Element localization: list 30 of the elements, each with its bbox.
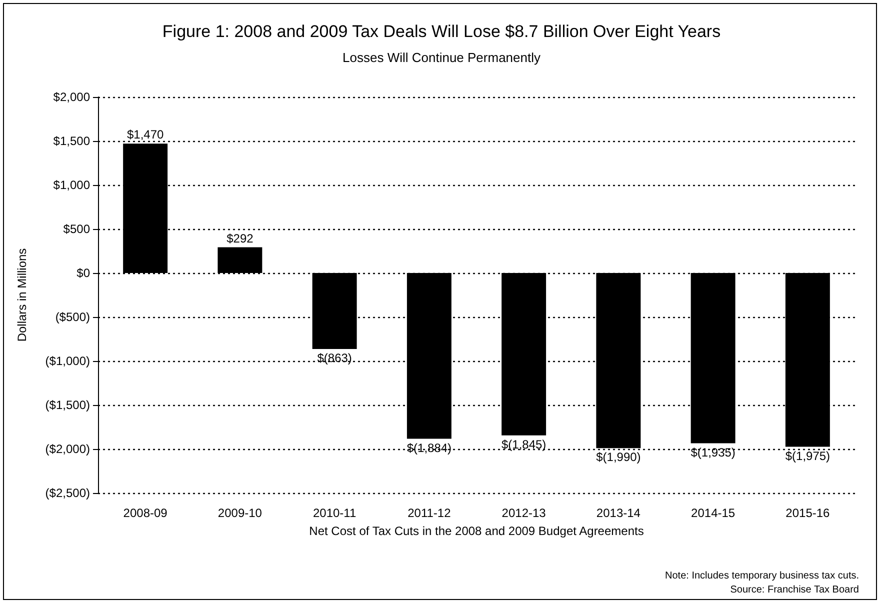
text: Note: Includes temporary business tax cuts. <box>665 570 859 582</box>
x-tick-label: 2010-11 <box>312 506 356 520</box>
y-tick-label: ($2,000) <box>45 442 90 456</box>
x-axis-title: Net Cost of Tax Cuts in the 2008 and 2009 Budget Agreements <box>309 524 644 538</box>
data-label: $(1,975) <box>785 448 830 463</box>
data-label: $(1,845) <box>501 437 546 452</box>
y-tick-label: $1,500 <box>53 134 90 148</box>
data-label: $292 <box>226 231 254 246</box>
x-tick-label: 2011-12 <box>408 506 452 520</box>
x-tick-label: 2013-14 <box>596 506 641 520</box>
y-tick-label: ($500) <box>55 310 90 324</box>
x-tick-label: 2014-15 <box>691 506 736 520</box>
y-tick-label: ($2,500) <box>45 486 90 500</box>
data-label: $(1,990) <box>596 450 641 464</box>
x-tick-label: 2009-10 <box>218 506 262 520</box>
y-tick-label: ($1,000) <box>45 354 90 368</box>
source-note: Source: Franchise Tax Board <box>730 584 859 596</box>
x-tick-label: 2015-16 <box>786 506 830 520</box>
data-label: $1,470 <box>126 128 164 142</box>
y-tick-label: $1,000 <box>53 178 90 192</box>
chart-title: Figure 1: 2008 and 2009 Tax Deals Will Lose $8.7 Billion Over Eight Years <box>162 22 721 41</box>
y-axis-title: Dollars in Millions <box>15 248 29 342</box>
y-tick-label: $500 <box>63 222 90 236</box>
chart-subtitle: Losses Will Continue Permanently <box>342 50 541 65</box>
data-label: $(1,884) <box>406 440 452 455</box>
x-tick-label: 2008-09 <box>123 506 168 520</box>
y-tick-label: $2,000 <box>53 90 90 104</box>
y-tick-label: ($1,500) <box>45 398 90 412</box>
y-tick-label: $0 <box>76 266 90 280</box>
x-tick-label: 2012-13 <box>502 506 546 520</box>
